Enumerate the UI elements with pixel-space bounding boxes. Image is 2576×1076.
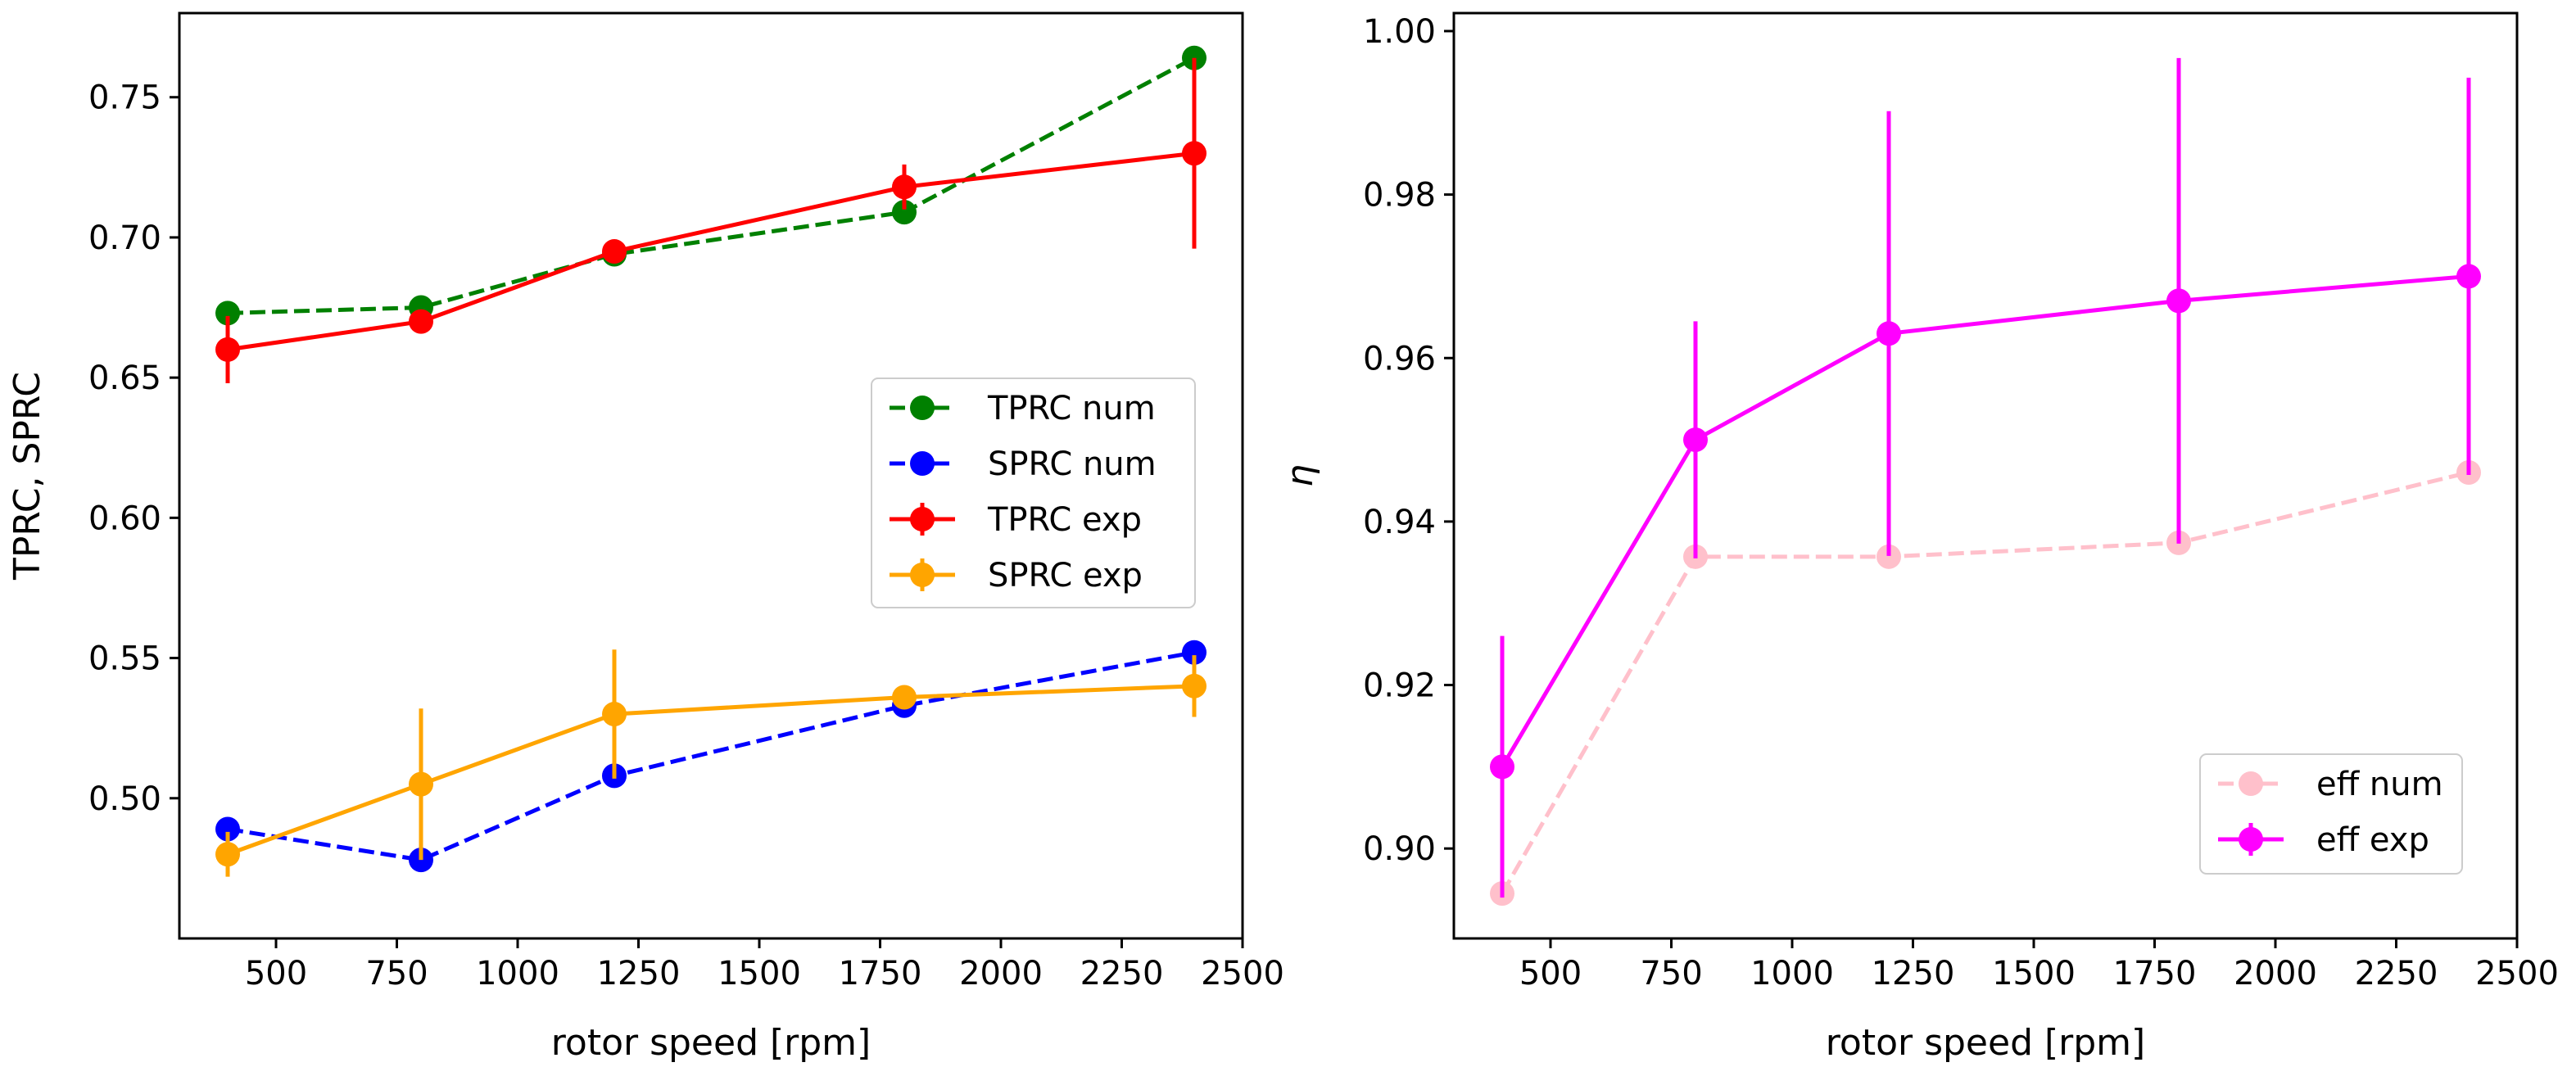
left-y-tick-label: 0.55: [88, 640, 161, 678]
legend-label: TPRC num: [987, 390, 1156, 427]
right-x-tick-label: 1500: [1992, 955, 2076, 992]
left-y-tick-label: 0.75: [88, 79, 161, 117]
left-chart-ticks: 500 750 1000 1250 1500 1750 2000 2250 2500 0.50 0.…: [88, 79, 1284, 992]
tprc-exp-point: [1182, 141, 1207, 166]
left-y-tick-label: 0.50: [88, 780, 161, 818]
legend-label: eff num: [2316, 766, 2443, 803]
eff-exp-point: [1490, 754, 1514, 780]
tprc-num-line: [227, 56, 1196, 315]
right-chart-marks: [1490, 57, 2481, 906]
eff-exp-point: [1877, 321, 1901, 346]
left-x-tick-label: 2000: [959, 955, 1043, 992]
tprc-exp-point: [602, 239, 627, 264]
sprc-exp-point: [409, 771, 433, 797]
legend-label: eff exp: [2316, 821, 2429, 859]
eff-exp-point: [1683, 427, 1708, 453]
left-x-axis-label: rotor speed [rpm]: [551, 1022, 871, 1064]
legend-entry-eff-num: eff num: [2218, 766, 2443, 803]
legend-marker-swatch: [910, 563, 935, 587]
left-x-tick-label: 2250: [1080, 955, 1164, 992]
left-y-tick-label: 0.65: [88, 359, 161, 397]
left-chart: 500 750 1000 1250 1500 1750 2000 2250 2500 0.50 0.…: [7, 11, 1284, 1064]
legend-marker-swatch: [2239, 827, 2263, 852]
eff-exp-point: [2166, 288, 2191, 314]
right-y-tick-label: 0.98: [1363, 177, 1436, 215]
right-x-tick-label: 2500: [2475, 955, 2559, 992]
tprc-exp-point: [892, 174, 917, 200]
right-y-axis-label: η: [1279, 464, 1321, 487]
series-tprc-exp: [215, 57, 1207, 383]
left-y-tick-label: 0.60: [88, 500, 161, 537]
sprc-num-point: [215, 816, 240, 842]
right-x-tick-label: 1250: [1872, 955, 1955, 992]
right-y-tick-label: 0.96: [1363, 340, 1436, 378]
right-plot-frame: [1452, 11, 2519, 940]
sprc-exp-point: [602, 702, 627, 727]
right-x-tick-label: 1750: [2113, 955, 2197, 992]
legend-label: SPRC num: [988, 445, 1157, 483]
right-y-tick-label: 0.90: [1363, 830, 1436, 868]
right-y-tick-label: 0.92: [1363, 667, 1436, 705]
right-x-tick-label: 2000: [2234, 955, 2317, 992]
tprc-num-point: [215, 301, 240, 326]
left-legend: TPRC num SPRC num TPRC exp SPRC exp: [871, 378, 1196, 608]
sprc-exp-point: [1182, 673, 1207, 698]
left-chart-marks: [215, 45, 1207, 877]
right-y-tick-label: 0.94: [1363, 504, 1436, 541]
sprc-exp-point: [215, 842, 240, 867]
eff-num-point: [1877, 544, 1901, 569]
tprc-exp-point: [409, 309, 433, 334]
left-legend-entries: TPRC num SPRC num TPRC exp SPRC exp: [890, 390, 1157, 595]
left-x-tick-label: 2500: [1201, 955, 1284, 992]
right-x-tick-label: 2250: [2355, 955, 2438, 992]
legend-entry-tprc-num: TPRC num: [890, 390, 1156, 427]
legend-marker-swatch: [2239, 771, 2263, 796]
legend-label: SPRC exp: [988, 557, 1143, 595]
right-legend-entries: eff num eff exp: [2218, 766, 2443, 859]
left-x-tick-label: 1750: [839, 955, 922, 992]
tprc-exp-point: [215, 337, 240, 362]
left-x-tick-label: 1250: [597, 955, 681, 992]
left-x-tick-label: 1000: [476, 955, 559, 992]
left-x-tick-label: 1500: [718, 955, 801, 992]
left-x-tick-label: 500: [245, 955, 307, 992]
right-chart-ticks: 500 750 1000 1250 1500 1750 2000 2250 2500 0.90 0.…: [1363, 13, 2559, 992]
left-x-tick-label: 750: [365, 955, 428, 992]
right-x-tick-label: 500: [1519, 955, 1582, 992]
legend-entry-tprc-exp: TPRC exp: [890, 501, 1142, 539]
sprc-num-point: [1182, 640, 1207, 665]
right-chart: 500 750 1000 1250 1500 1750 2000 2250 2500 0.90 0.…: [1279, 11, 2559, 1064]
eff-exp-point: [2456, 264, 2481, 289]
left-legend-frame: [871, 378, 1196, 608]
right-legend: eff num eff exp: [2199, 753, 2463, 875]
legend-entry-sprc-num: SPRC num: [890, 445, 1157, 483]
right-x-tick-label: 750: [1640, 955, 1702, 992]
tprc-num-point: [892, 200, 917, 225]
series-eff-exp: [1490, 57, 2481, 898]
legend-label: TPRC exp: [987, 501, 1142, 539]
left-plot-frame: [178, 11, 1244, 940]
right-x-axis-label: rotor speed [rpm]: [1826, 1022, 2145, 1064]
left-y-axis-label: TPRC, SPRC: [7, 372, 48, 581]
legend-marker-swatch: [910, 396, 935, 420]
right-y-tick-label: 1.00: [1363, 13, 1436, 51]
legend-marker-swatch: [910, 451, 935, 476]
right-x-tick-label: 1000: [1750, 955, 1834, 992]
series-sprc-exp: [215, 649, 1207, 877]
legend-entry-eff-exp: eff exp: [2218, 821, 2429, 859]
left-y-tick-label: 0.70: [88, 219, 161, 257]
legend-marker-swatch: [910, 507, 935, 531]
legend-entry-sprc-exp: SPRC exp: [890, 557, 1143, 595]
sprc-exp-point: [892, 685, 917, 710]
